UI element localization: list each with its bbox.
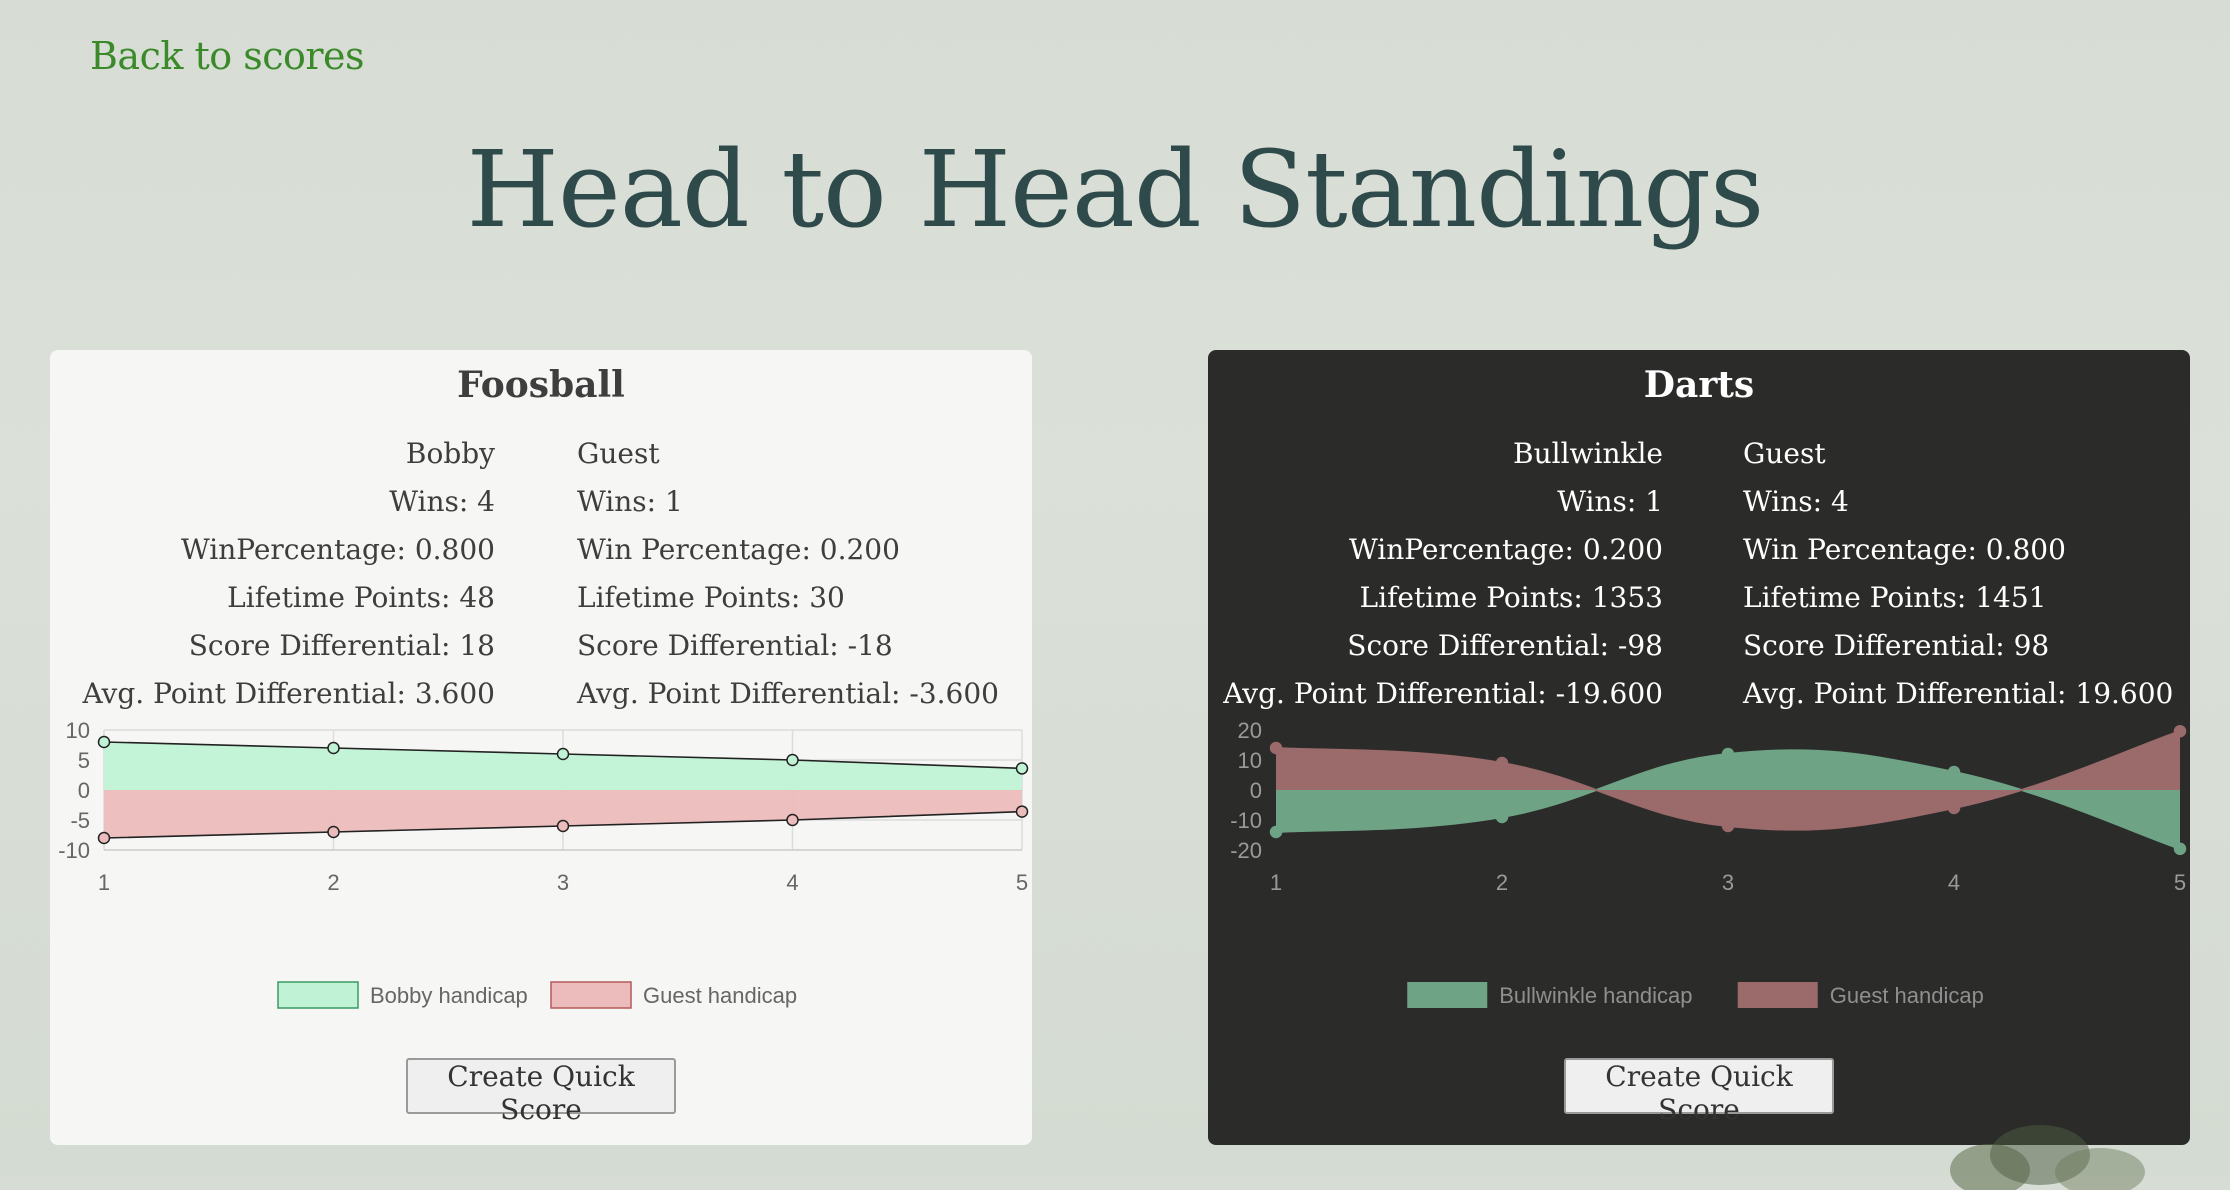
legend-swatch (277, 981, 359, 1009)
y-tick-label: -10 (58, 838, 90, 863)
player1-wins: Wins: 4 (389, 485, 495, 518)
player1-lifetime-points: Lifetime Points: 1353 (1359, 581, 1663, 614)
legend-label: Guest handicap (643, 983, 797, 1008)
player2-lifetime-points: Lifetime Points: 30 (577, 581, 845, 614)
data-point (1495, 810, 1509, 824)
x-tick-label: 4 (1948, 870, 1960, 895)
page-title: Head to Head Standings (466, 128, 1765, 251)
data-point (2173, 724, 2187, 738)
data-point (1721, 747, 1735, 761)
legend-item[interactable]: Guest handicap (1737, 982, 1984, 1008)
legend-label: Guest handicap (1830, 983, 1984, 1008)
player2-score-differential: Score Differential: 98 (1743, 629, 2050, 662)
y-tick-label: 20 (1238, 720, 1262, 743)
data-point (556, 819, 570, 833)
x-tick-label: 2 (1496, 870, 1508, 895)
legend-label: Bullwinkle handicap (1499, 983, 1692, 1008)
x-tick-label: 3 (1722, 870, 1734, 895)
player2-score-differential: Score Differential: -18 (577, 629, 893, 662)
data-point (327, 741, 340, 755)
data-point (786, 753, 799, 767)
data-point (1269, 825, 1283, 839)
foliage-decoration (1950, 1125, 2145, 1190)
y-tick-label: 10 (66, 720, 90, 743)
player1-stats: Bullwinkle Wins: 1 WinPercentage: 0.200 … (1223, 430, 1663, 718)
x-tick-label: 2 (327, 870, 339, 895)
y-tick-label: -5 (70, 808, 90, 833)
y-tick-label: 0 (1250, 778, 1262, 803)
y-tick-label: 5 (78, 748, 90, 773)
data-point (97, 831, 111, 845)
create-quick-score-button[interactable]: Create Quick Score (1564, 1058, 1834, 1126)
handicap-chart: 10 5 0 -5 -10 1 2 3 4 5 Bobby handicap Guest handic… (58, 720, 1029, 1009)
player2-avg-point-differential: Avg. Point Differential: -3.600 (577, 677, 999, 710)
x-tick-label: 3 (557, 870, 569, 895)
y-tick-label: 10 (1238, 748, 1262, 773)
legend-item[interactable]: Guest handicap (550, 981, 797, 1009)
card-title: Foosball (457, 364, 625, 406)
player2-name: Guest (1743, 437, 1826, 470)
player1-win-percentage: WinPercentage: 0.800 (180, 533, 495, 566)
x-tick-label: 1 (98, 870, 110, 895)
legend-item[interactable]: Bobby handicap (277, 981, 528, 1009)
data-point (1015, 762, 1029, 775)
player1-lifetime-points: Lifetime Points: 48 (227, 581, 495, 614)
back-to-scores-link[interactable]: Back to scores (90, 34, 365, 78)
x-tick-label: 1 (1270, 870, 1282, 895)
x-tick-label: 4 (786, 870, 798, 895)
player2-lifetime-points: Lifetime Points: 1451 (1743, 581, 2047, 614)
data-point (1947, 765, 1961, 779)
data-point (1947, 801, 1961, 815)
y-tick-label: -20 (1230, 838, 1262, 863)
player2-stats: Guest Wins: 1 Win Percentage: 0.200 Life… (577, 430, 999, 718)
card-title: Darts (1643, 364, 1755, 406)
legend-swatch (550, 981, 632, 1009)
data-point (1269, 741, 1283, 755)
handicap-chart: 20 10 0 -10 -20 1 2 3 4 5 Bullwinkle handicap Guest… (1230, 720, 2187, 1008)
player1-wins: Wins: 1 (1557, 485, 1663, 518)
player2-wins: Wins: 4 (1743, 485, 1849, 518)
player1-avg-point-differential: Avg. Point Differential: -19.600 (1223, 677, 1663, 710)
player1-stats: Bobby Wins: 4 WinPercentage: 0.800 Lifet… (82, 430, 495, 718)
player2-win-percentage: Win Percentage: 0.800 (1743, 533, 2066, 566)
player1-avg-point-differential: Avg. Point Differential: 3.600 (82, 677, 495, 710)
data-point (1721, 819, 1735, 833)
player1-score-differential: Score Differential: 18 (188, 629, 495, 662)
foosball-card: Foosball Bobby Wins: 4 WinPercentage: 0.… (50, 350, 1032, 1145)
player2-win-percentage: Win Percentage: 0.200 (577, 533, 900, 566)
x-tick-label: 5 (2174, 870, 2186, 895)
player2-avg-point-differential: Avg. Point Differential: 19.600 (1743, 677, 2174, 710)
legend-swatch (1737, 982, 1818, 1008)
player2-wins: Wins: 1 (577, 485, 683, 518)
data-point (1495, 756, 1509, 770)
player1-name: Bullwinkle (1513, 437, 1663, 470)
player2-stats: Guest Wins: 4 Win Percentage: 0.800 Life… (1743, 430, 2173, 718)
x-tick-label: 5 (1016, 870, 1028, 895)
legend-label: Bobby handicap (370, 983, 528, 1008)
data-point (1015, 805, 1029, 818)
legend-item[interactable]: Bullwinkle handicap (1407, 982, 1692, 1008)
y-tick-label: 0 (78, 778, 90, 803)
player2-name: Guest (577, 437, 660, 470)
data-point (2173, 842, 2187, 856)
create-quick-score-button[interactable]: Create Quick Score (406, 1058, 676, 1126)
player1-win-percentage: WinPercentage: 0.200 (1348, 533, 1663, 566)
data-point (786, 813, 799, 827)
player1-score-differential: Score Differential: -98 (1347, 629, 1663, 662)
data-point (556, 747, 570, 761)
legend-swatch (1407, 982, 1488, 1008)
data-point (97, 735, 111, 749)
player1-name: Bobby (405, 437, 495, 470)
y-tick-label: -10 (1230, 808, 1262, 833)
darts-card: Darts Bullwinkle Wins: 1 WinPercentage: … (1208, 350, 2190, 1145)
data-point (327, 825, 340, 839)
